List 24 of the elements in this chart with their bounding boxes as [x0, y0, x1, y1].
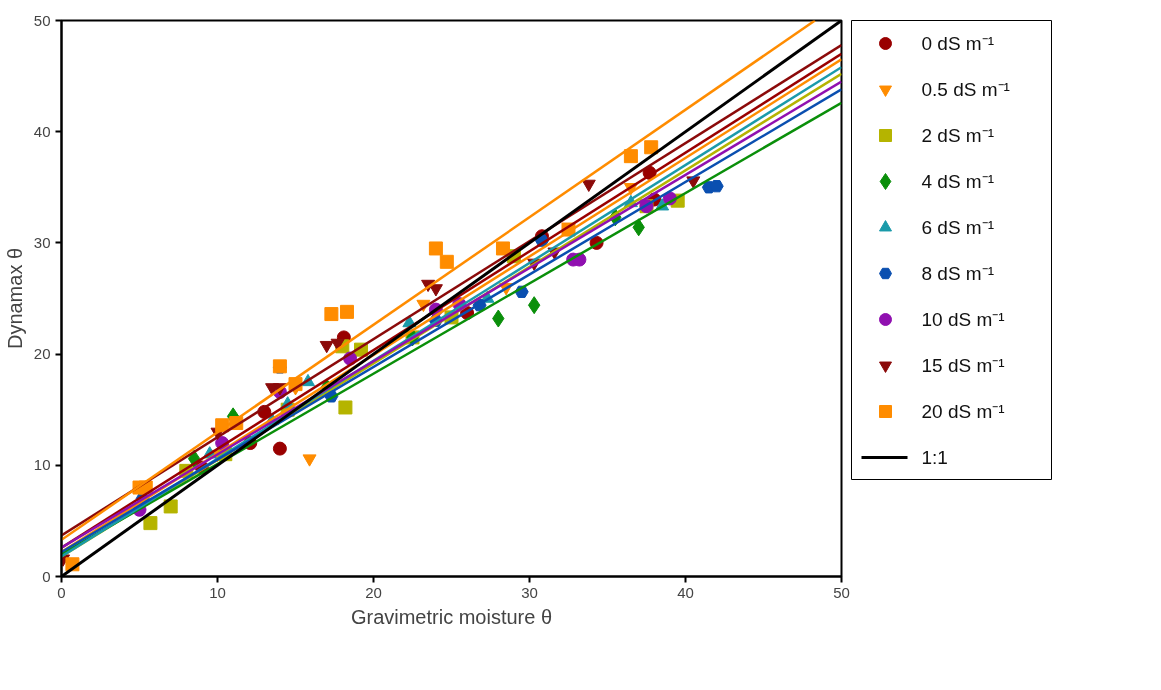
y-tick-label: 40 — [33, 122, 51, 140]
x-tick-label: 50 — [833, 583, 850, 601]
y-tick-label: 50 — [33, 11, 51, 29]
legend-label: 1:1 — [921, 447, 948, 468]
legend-label: 15 dS m⁻¹ — [921, 355, 1005, 376]
y-tick-label: 30 — [33, 233, 51, 251]
legend-label: 20 dS m⁻¹ — [921, 401, 1005, 422]
x-tick-label: 20 — [365, 583, 382, 601]
x-tick-label: 10 — [209, 583, 226, 601]
y-tick-label: 20 — [33, 345, 51, 363]
y-tick-label: 10 — [33, 456, 51, 474]
y-tick-label: 0 — [42, 567, 51, 585]
x-tick-label: 0 — [57, 583, 66, 601]
y-axis-title: Dynamax θ — [3, 247, 26, 350]
legend-label: 6 dS m⁻¹ — [921, 217, 995, 238]
x-tick-label: 40 — [677, 583, 694, 601]
legend-label: 2 dS m⁻¹ — [921, 125, 995, 146]
legend-label: 10 dS m⁻¹ — [921, 309, 1005, 330]
legend-label: 8 dS m⁻¹ — [921, 263, 995, 284]
x-tick-label: 30 — [521, 583, 538, 601]
legend-label: 0.5 dS m⁻¹ — [921, 79, 1010, 100]
x-axis-title: Gravimetric moisture θ — [350, 605, 553, 628]
legend-label: 0 dS m⁻¹ — [921, 33, 995, 54]
legend-label: 4 dS m⁻¹ — [921, 171, 995, 192]
